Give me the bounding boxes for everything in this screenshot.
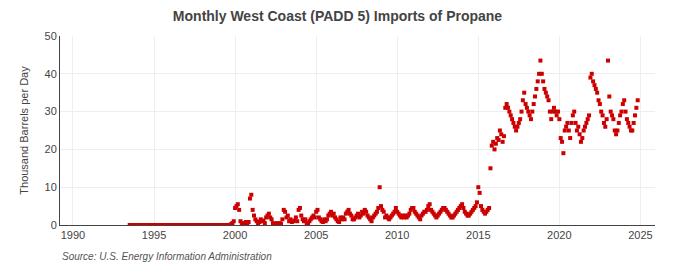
svg-text:1990: 1990 [61,229,85,241]
svg-text:2000: 2000 [223,229,247,241]
svg-text:2020: 2020 [547,229,571,241]
svg-text:2015: 2015 [466,229,490,241]
svg-text:2005: 2005 [304,229,328,241]
svg-text:40: 40 [45,68,57,80]
svg-text:1995: 1995 [142,229,166,241]
svg-text:0: 0 [51,219,57,231]
svg-text:Source: U.S. Energy Informatio: Source: U.S. Energy Information Administ… [62,251,272,262]
svg-text:30: 30 [45,105,57,117]
svg-text:2025: 2025 [628,229,652,241]
svg-text:20: 20 [45,143,57,155]
svg-text:10: 10 [45,181,57,193]
svg-text:50: 50 [45,30,57,42]
svg-text:2010: 2010 [385,229,409,241]
svg-text:Thousand Barrels per Day: Thousand Barrels per Day [18,66,30,195]
svg-text:Monthly West Coast (PADD 5) Im: Monthly West Coast (PADD 5) Imports of P… [173,8,502,24]
